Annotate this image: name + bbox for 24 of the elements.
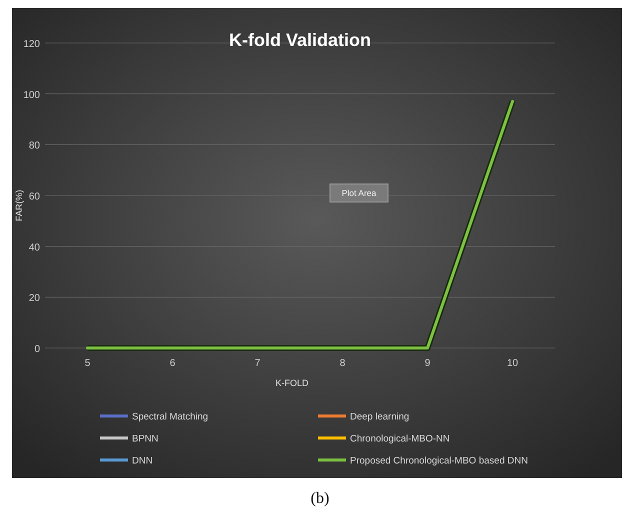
x-tick-label: 7 (254, 358, 261, 369)
legend-label: DNN (132, 456, 153, 466)
chart-title: K-fold Validation (229, 30, 371, 50)
x-axis-title: K-FOLD (275, 378, 309, 388)
x-tick-label: 8 (340, 358, 346, 369)
y-axis-title: FAR(%) (14, 190, 24, 222)
x-tick-label: 5 (84, 358, 91, 369)
y-tick-label: 20 (28, 293, 40, 304)
legend-label: Proposed Chronological-MBO based DNN (350, 456, 528, 466)
y-tick-label: 0 (34, 344, 40, 355)
text: (b) (310, 490, 330, 507)
y-tick-label: 60 (28, 192, 40, 202)
x-tick-label: 10 (506, 358, 518, 369)
legend-label: Spectral Matching (132, 412, 208, 422)
annotation: Plot Area (342, 188, 377, 198)
y-tick-label: 80 (28, 140, 40, 152)
y-tick-label: 40 (28, 242, 40, 254)
x-tick-label: 9 (424, 358, 431, 369)
x-tick-label: 6 (170, 358, 176, 369)
legend-label: Chronological-MBO-NN (350, 434, 450, 444)
y-tick-label: 120 (23, 39, 40, 50)
legend-label: Deep learning (350, 412, 410, 422)
legend-label: BPNN (132, 434, 159, 444)
y-tick-label: 100 (23, 90, 40, 101)
